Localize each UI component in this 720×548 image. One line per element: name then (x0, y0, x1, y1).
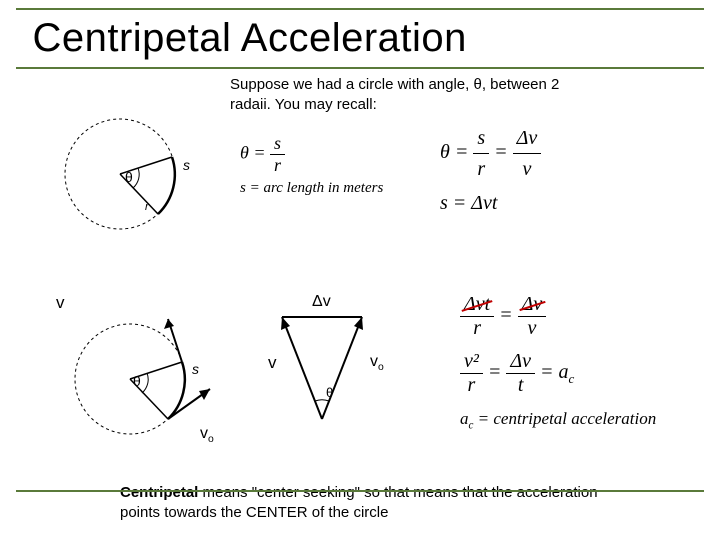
vo-sub-2: o (208, 434, 214, 445)
eq3-r2-sub: c (569, 371, 575, 386)
eq3-r2-rhs: = a (540, 361, 569, 383)
eq1-row2: s = arc length in meters (240, 180, 383, 197)
eq3-r1-f1n: Δvt (460, 293, 494, 317)
eq1-lhs: θ = (240, 143, 266, 163)
dv-label: Δv (312, 293, 331, 311)
eq2-r1-f2n: Δv (513, 123, 542, 154)
vo-sub-tri: o (378, 362, 384, 373)
intro-text: Suppose we had a circle with angle, θ, b… (230, 75, 590, 114)
eq3-r2-f1d: r (460, 374, 483, 397)
theta-label-1: θ (125, 169, 133, 185)
eq3-r3-sub: c (469, 419, 474, 431)
eq3-r1-f1: Δvt r (460, 293, 494, 340)
eq3-r2-eq: = (488, 361, 502, 383)
s-label-2: s (192, 361, 199, 377)
page-title: Centripetal Acceleration (32, 16, 466, 60)
equation-block-2: θ = s r = Δv v s = Δvt (440, 119, 541, 222)
eq3-r2-f2n: Δv (506, 350, 535, 374)
eq3-r2-f1: v² r (460, 350, 483, 397)
eq3-row2: v² r = Δv t = ac (460, 350, 656, 397)
circle-svg-1 (60, 109, 210, 239)
eq2-r1-lhs: θ = (440, 141, 468, 163)
eq2-row1: θ = s r = Δv v (440, 123, 541, 184)
eq2-r1-f1d: r (473, 154, 489, 184)
eq2-row2: s = Δvt (440, 188, 541, 218)
eq1-frac: s r (270, 133, 285, 176)
equation-block-3: Δvt r = Δv v v² r = Δv t = ac ac = centr… (460, 289, 656, 435)
eq3-r2-f2d: t (506, 374, 535, 397)
s-label-1: s (183, 157, 190, 173)
eq1-row1: θ = s r (240, 133, 383, 176)
conclusion-bold: Centripetal (120, 484, 198, 501)
eq3-r1-f2n: Δv (518, 293, 547, 317)
vo-base-2: v (200, 425, 208, 442)
eq2-r1-f2d: v (513, 154, 542, 184)
eq2-r1-f1n: s (473, 123, 489, 154)
eq2-r1-f2: Δv v (513, 123, 542, 184)
eq3-row3: ac = centripetal acceleration (460, 409, 656, 431)
eq3-r3-lhs: a (460, 409, 469, 428)
vector-triangle-diagram: Δv v vo θ (240, 299, 410, 444)
eq3-strike2: Δv (522, 293, 543, 316)
eq2-r1-f1: s r (473, 123, 489, 184)
eq3-r1-f2d: v (518, 317, 547, 340)
eq3-r3-rhs: = centripetal acceleration (478, 409, 657, 428)
vo-label-2: vo (200, 425, 214, 445)
title-bar: Centripetal Acceleration (16, 8, 704, 69)
vo-label-tri: vo (370, 353, 384, 373)
circle-diagram-2: θ s v vo (60, 299, 220, 454)
v-label-2: v (56, 293, 65, 313)
circle-diagram-1: θ s r (60, 109, 210, 244)
eq1-den: r (270, 155, 285, 176)
v-label-tri: v (268, 353, 277, 373)
vo-base-tri: v (370, 353, 378, 370)
equation-block-1: θ = s r s = arc length in meters (240, 129, 383, 201)
eq3-r2-f2: Δv t (506, 350, 535, 397)
theta-label-2: θ (133, 373, 141, 389)
vector-svg (240, 299, 410, 439)
eq1-num: s (270, 133, 285, 155)
theta-label-tri: θ (326, 385, 333, 400)
eq3-r2-f1n: v² (460, 350, 483, 374)
bottom-rule (16, 490, 704, 492)
eq3-r1-f2: Δv v (518, 293, 547, 340)
eq3-r1-f1d: r (460, 317, 494, 340)
r-label-1: r (145, 201, 149, 213)
eq3-strike1: Δvt (464, 293, 490, 316)
slide-content: Suppose we had a circle with angle, θ, b… (0, 69, 720, 539)
eq2-r1-eq: = (494, 141, 508, 163)
eq3-r1-eq: = (499, 304, 513, 326)
eq3-row1: Δvt r = Δv v (460, 293, 656, 340)
